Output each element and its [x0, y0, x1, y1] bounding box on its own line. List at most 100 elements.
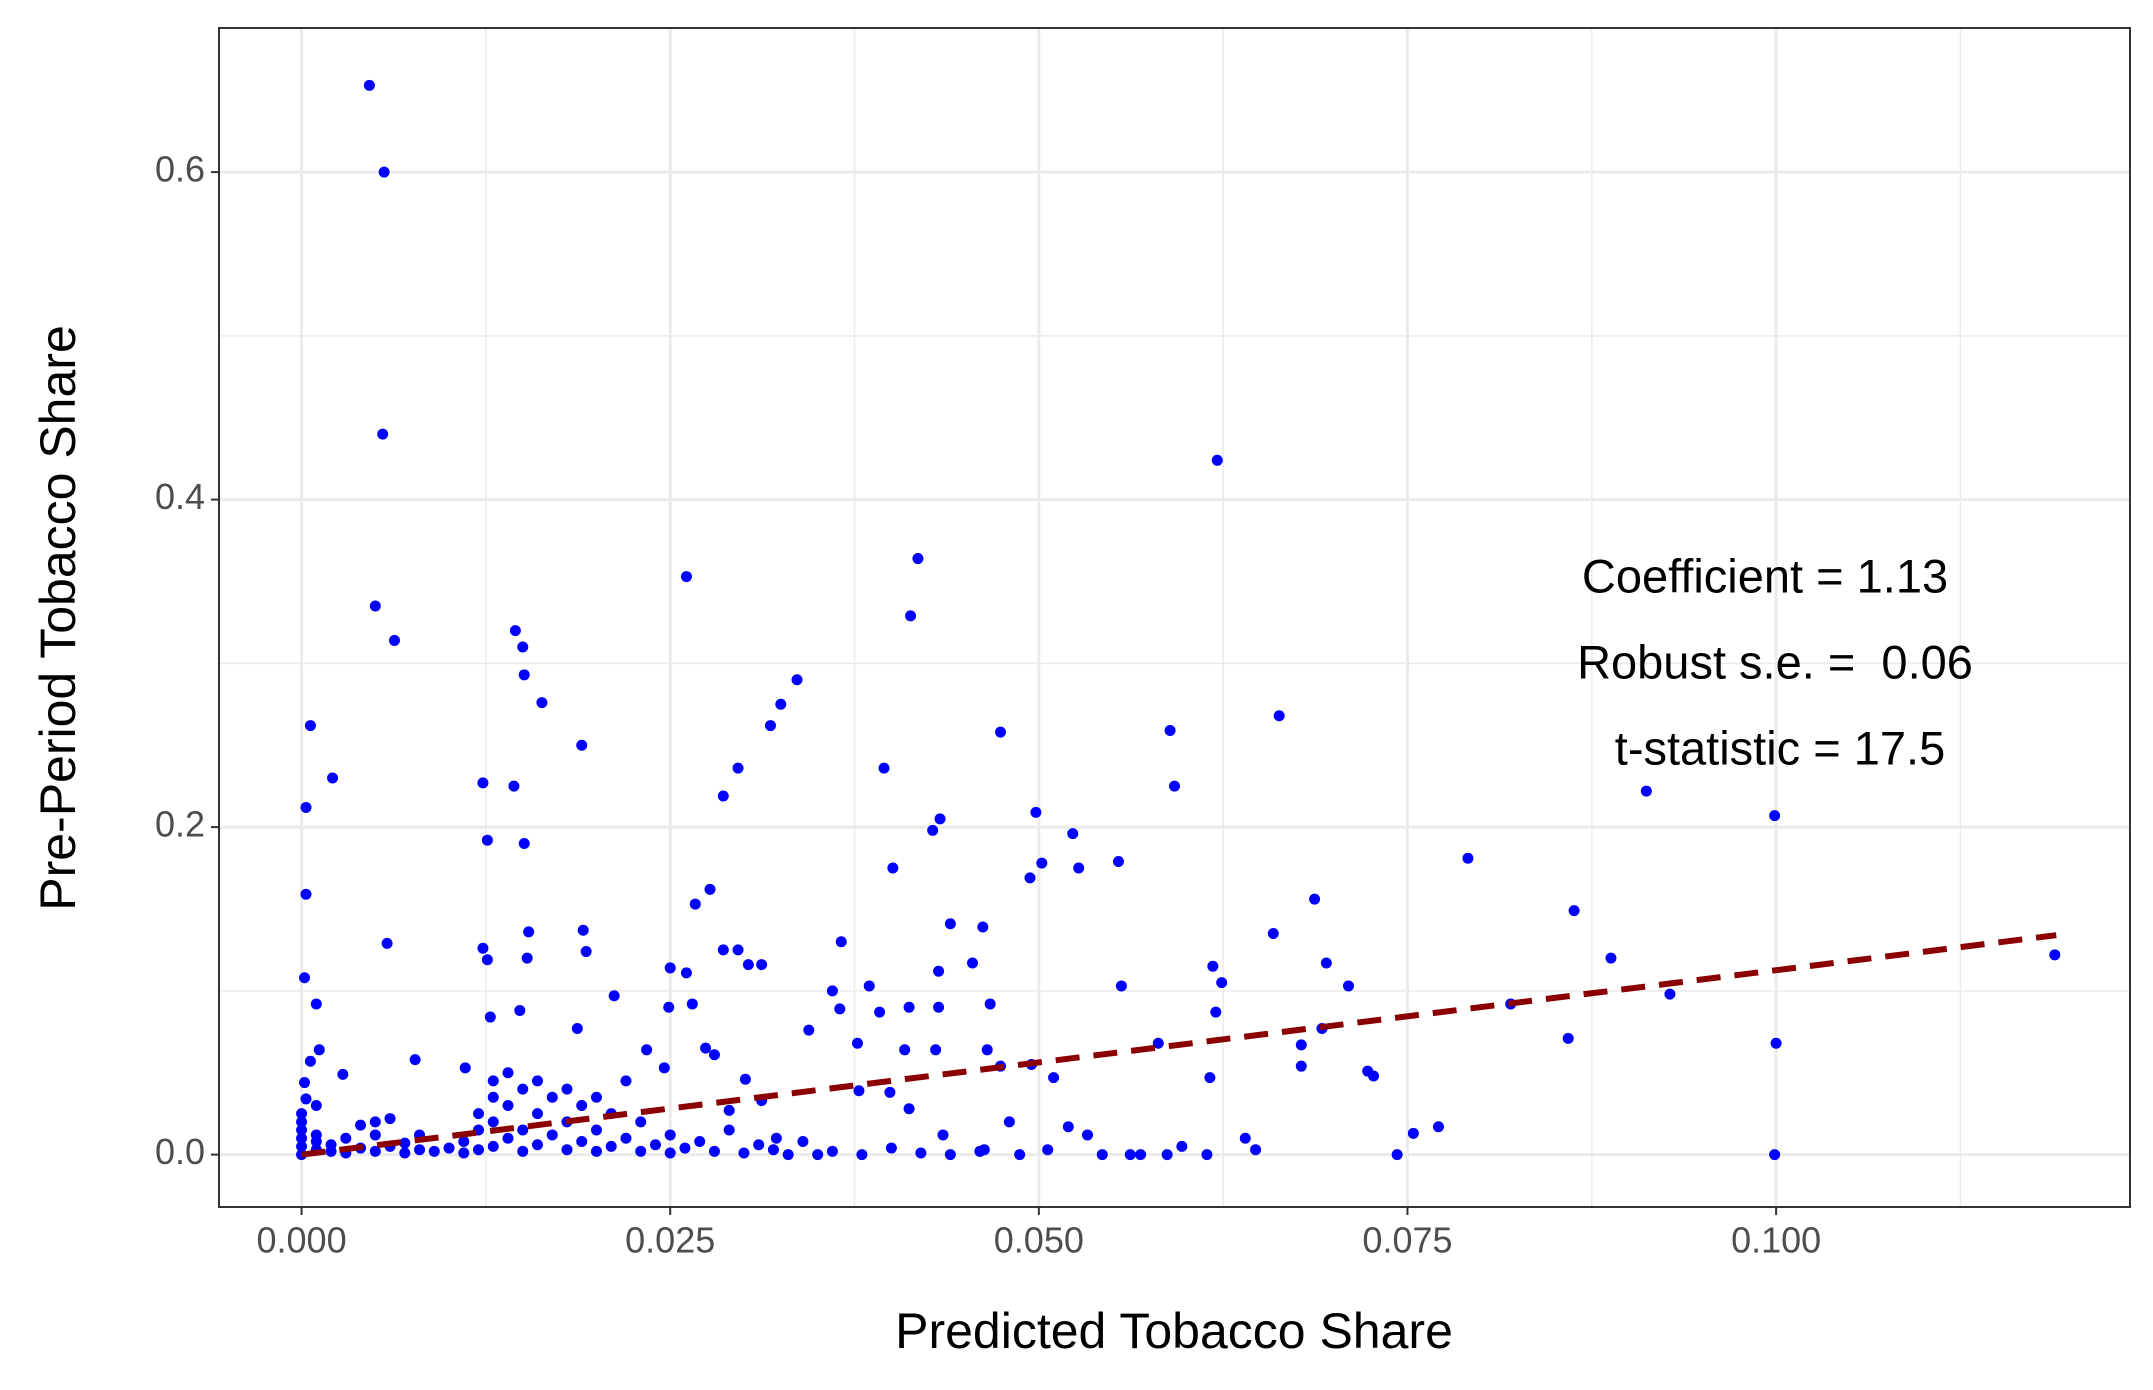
point: [381, 937, 393, 949]
point: [377, 428, 389, 440]
point: [1073, 862, 1085, 874]
point: [580, 946, 592, 958]
point: [487, 1091, 499, 1103]
point: [399, 1137, 411, 1149]
point: [1096, 1149, 1108, 1161]
point: [641, 1044, 653, 1056]
point: [803, 1024, 815, 1036]
point: [369, 1129, 381, 1141]
point: [590, 1145, 602, 1157]
point: [532, 1075, 543, 1087]
point: [340, 1132, 352, 1144]
point: [296, 1124, 308, 1136]
labels: 0.000 0.025 0.050 0.075 0.100 0.0 0.2 0.4 0.6: [155, 149, 1821, 1261]
point: [664, 962, 676, 974]
point: [517, 641, 529, 653]
point: [508, 780, 520, 792]
point: [905, 610, 917, 622]
point: [649, 1139, 661, 1151]
point: [708, 1145, 720, 1157]
point: [571, 1023, 583, 1035]
point: [742, 959, 754, 971]
point: [767, 1144, 779, 1156]
annotation: t-statistic = 17.5: [1615, 721, 1945, 774]
point: [1770, 1037, 1782, 1049]
point: [680, 571, 692, 583]
point: [797, 1136, 809, 1147]
x-axis-title: Predicted Tobacco Share: [895, 1303, 1453, 1359]
point: [694, 1136, 706, 1147]
point: [620, 1075, 632, 1087]
point: [1014, 1149, 1026, 1161]
point: [927, 824, 939, 836]
point: [546, 1091, 558, 1103]
point: [903, 1103, 915, 1115]
point: [546, 1129, 558, 1141]
point: [944, 1149, 956, 1161]
point: [1204, 1072, 1216, 1084]
point: [1176, 1140, 1188, 1152]
point: [723, 1124, 735, 1136]
point: [1562, 1032, 1574, 1044]
point: [884, 1086, 896, 1098]
point: [974, 1145, 986, 1157]
point: [853, 1085, 865, 1097]
point: [1042, 1144, 1054, 1156]
point: [1024, 872, 1036, 884]
point: [1048, 1072, 1060, 1084]
point: [756, 959, 768, 971]
point: [1267, 928, 1279, 940]
point: [1161, 1149, 1173, 1161]
marks: [296, 79, 2061, 1161]
point: [300, 801, 312, 813]
point: [481, 954, 493, 966]
point: [521, 952, 533, 964]
point: [502, 1099, 514, 1111]
point: [1342, 980, 1354, 992]
point: [509, 625, 521, 637]
point: [1169, 780, 1180, 792]
point: [1462, 852, 1474, 864]
point: [1309, 893, 1321, 905]
point: [605, 1140, 617, 1152]
y-tick-label: 0.6: [155, 149, 205, 190]
x-tick-label: 0.100: [1731, 1220, 1821, 1261]
point: [1769, 1149, 1781, 1161]
point: [717, 944, 729, 956]
point: [686, 998, 698, 1010]
point: [764, 720, 776, 732]
point: [1568, 905, 1580, 917]
point: [481, 834, 493, 846]
point: [1664, 988, 1676, 1000]
y-tick-label: 0.4: [155, 476, 205, 517]
point: [620, 1132, 632, 1144]
point: [1210, 1006, 1222, 1018]
point: [532, 1108, 543, 1120]
point: [689, 898, 701, 910]
point: [458, 1147, 470, 1159]
annotation: Coefficient = 1.13: [1582, 549, 1948, 602]
point: [608, 990, 620, 1002]
point: [995, 726, 1007, 738]
point: [1605, 952, 1617, 964]
point: [1407, 1127, 1419, 1139]
point: [590, 1124, 602, 1136]
point: [912, 553, 924, 565]
point: [477, 777, 489, 789]
point: [937, 1129, 949, 1141]
point: [1124, 1149, 1136, 1161]
point: [732, 762, 744, 774]
point: [1036, 857, 1048, 869]
point: [1115, 980, 1127, 992]
point: [1295, 1039, 1307, 1051]
point: [1640, 785, 1652, 797]
point: [933, 1001, 945, 1013]
point: [944, 918, 956, 930]
point: [1112, 855, 1124, 867]
point: [1082, 1129, 1094, 1141]
point: [299, 972, 311, 984]
plot-border: [218, 27, 2131, 1208]
point: [443, 1142, 455, 1154]
point: [1216, 977, 1228, 989]
point: [826, 1145, 838, 1157]
